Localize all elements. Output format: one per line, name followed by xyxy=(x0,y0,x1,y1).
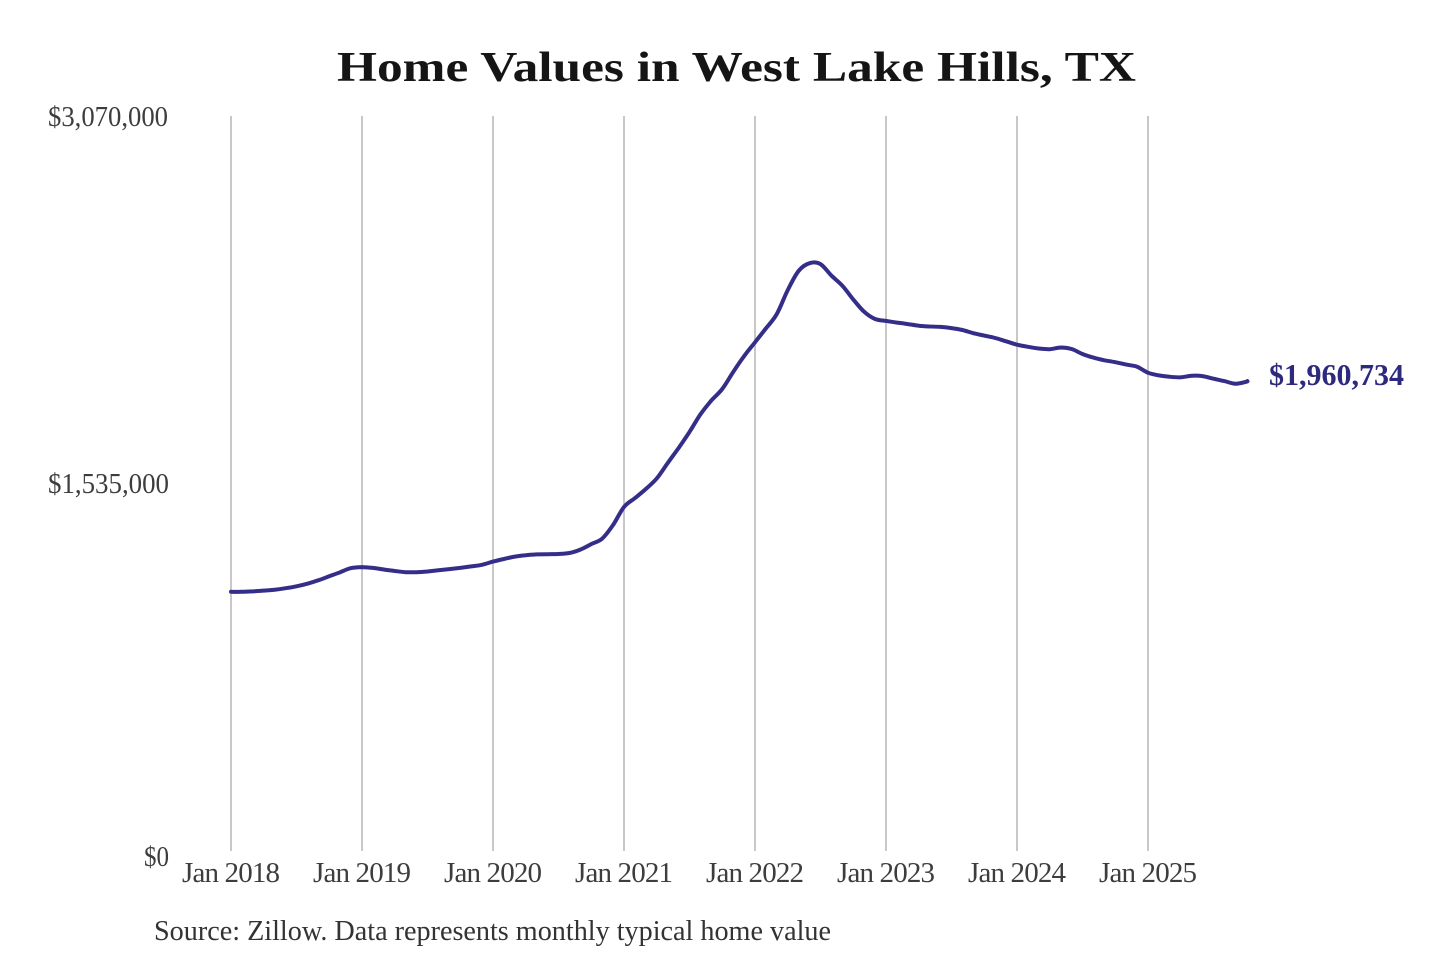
svg-text:$0: $0 xyxy=(144,841,169,873)
svg-text:$1,535,000: $1,535,000 xyxy=(48,468,169,500)
svg-text:Jan 2021: Jan 2021 xyxy=(575,857,673,889)
svg-text:Home Values in West Lake Hills: Home Values in West Lake Hills, TX xyxy=(337,45,1136,91)
svg-text:Jan 2018: Jan 2018 xyxy=(182,857,280,889)
svg-text:$1,960,734: $1,960,734 xyxy=(1269,357,1404,392)
svg-text:Jan 2025: Jan 2025 xyxy=(1099,857,1197,889)
svg-text:$3,070,000: $3,070,000 xyxy=(48,101,168,133)
svg-text:Jan 2024: Jan 2024 xyxy=(968,857,1067,889)
svg-text:Jan 2022: Jan 2022 xyxy=(706,857,804,889)
svg-text:Source: Zillow. Data represent: Source: Zillow. Data represents monthly … xyxy=(154,915,831,947)
svg-text:Jan 2020: Jan 2020 xyxy=(444,857,542,889)
svg-text:Jan 2023: Jan 2023 xyxy=(837,857,935,889)
svg-text:Jan 2019: Jan 2019 xyxy=(313,857,411,889)
